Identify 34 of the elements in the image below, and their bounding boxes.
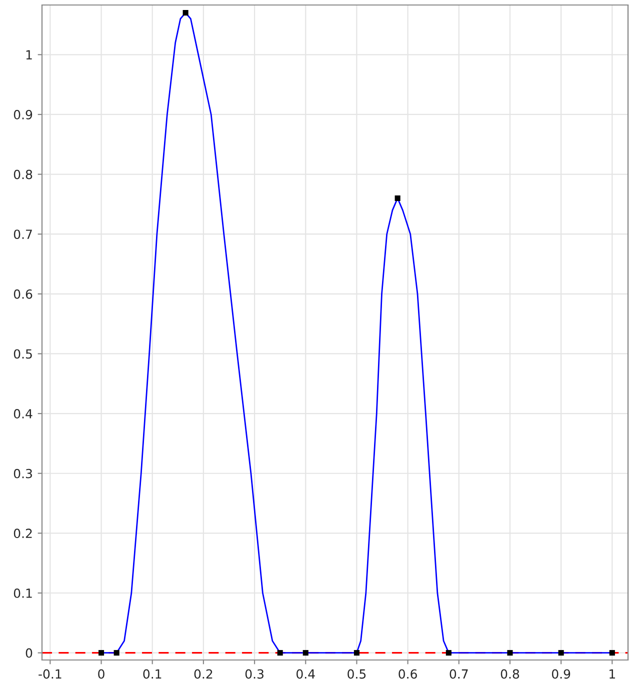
- y-tick-label: 0.4: [14, 409, 32, 418]
- x-tick-label: 0.1: [143, 669, 162, 679]
- point: [354, 650, 360, 656]
- point: [394, 195, 400, 201]
- x-tick-label: 0.3: [245, 669, 264, 679]
- y-tick-label: 0.3: [14, 468, 32, 478]
- x-tick-label: 0.5: [348, 669, 366, 679]
- x-tick-label: 0.9: [552, 669, 570, 679]
- y-tick-label: 0.2: [14, 528, 32, 538]
- y-tick-label: 0.5: [14, 349, 32, 359]
- x-tick-label: 0.2: [194, 669, 212, 679]
- y-tick-label: 0.8: [14, 170, 32, 180]
- point: [302, 650, 308, 656]
- point: [507, 650, 513, 656]
- x-tick-label: -0.1: [38, 669, 62, 679]
- point: [114, 650, 120, 656]
- y-tick-label: 0: [26, 648, 32, 658]
- x-tick-label: 0.7: [450, 669, 468, 679]
- y-tick-label: 0.1: [14, 588, 32, 598]
- x-tick-label: 0.6: [398, 669, 417, 679]
- point: [446, 650, 452, 656]
- point: [182, 10, 188, 16]
- y-tick-label: 1: [26, 50, 32, 60]
- point: [558, 650, 564, 656]
- x-tick-label: 0: [98, 669, 104, 679]
- point: [609, 650, 615, 656]
- y-tick-label: 0.6: [14, 289, 32, 299]
- x-tick-label: 0.8: [500, 669, 520, 679]
- x-tick-label: 0.4: [296, 669, 315, 679]
- y-tick-label: 0.7: [14, 230, 32, 240]
- x-tick-label: 1: [610, 669, 615, 679]
- point: [277, 650, 283, 656]
- point: [98, 650, 104, 656]
- y-tick-label: 0.9: [14, 110, 32, 120]
